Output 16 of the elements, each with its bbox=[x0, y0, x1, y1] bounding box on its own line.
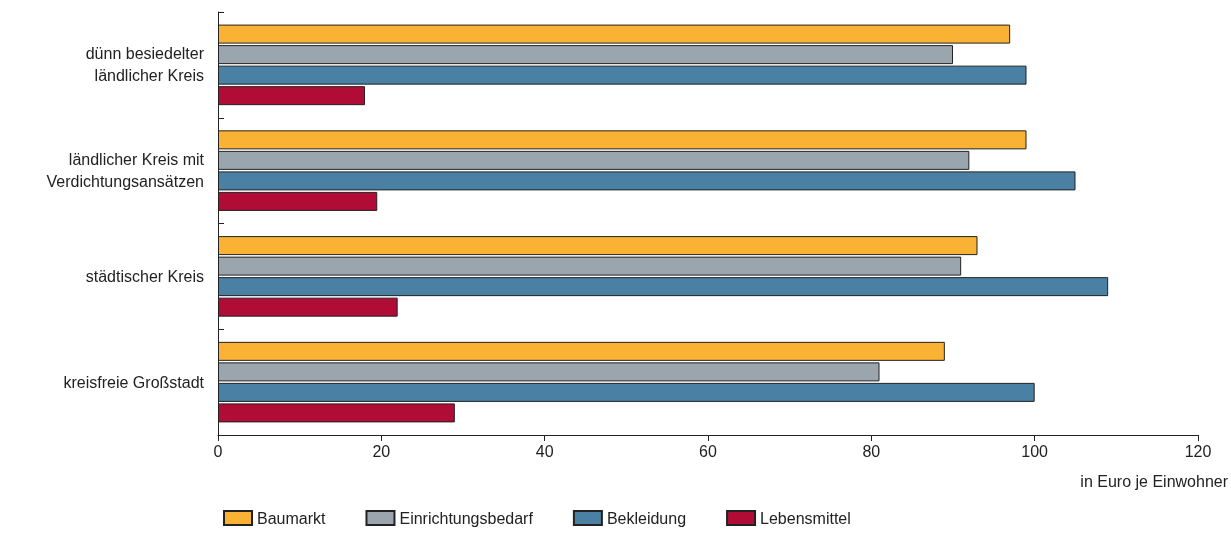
legend-label: Einrichtungsbedarf bbox=[399, 509, 534, 527]
y-tick-label: kreisfreie Großstadt bbox=[63, 373, 205, 391]
y-tick-label: ländlicher Kreis mit Verdichtungsansätzen bbox=[46, 151, 205, 191]
x-tick-label: 100 bbox=[1021, 442, 1049, 460]
x-axis-title: in Euro je Einwohner bbox=[1080, 472, 1229, 490]
legend-label: Bekleidung bbox=[606, 509, 687, 527]
x-tick-label: 40 bbox=[535, 442, 554, 460]
x-tick-label: 80 bbox=[862, 442, 881, 460]
x-tick-label: 60 bbox=[699, 442, 717, 460]
legend-label: Baumarkt bbox=[257, 509, 327, 527]
legend-label: Lebensmittel bbox=[760, 509, 851, 527]
x-tick-label: 20 bbox=[372, 442, 391, 460]
y-tick-label: dünn besiedelter ländlicher Kreis bbox=[85, 45, 205, 85]
x-tick-label: 0 bbox=[213, 442, 223, 460]
x-tick-label: 120 bbox=[1184, 442, 1212, 460]
y-tick-label: städtischer Kreis bbox=[85, 267, 204, 285]
